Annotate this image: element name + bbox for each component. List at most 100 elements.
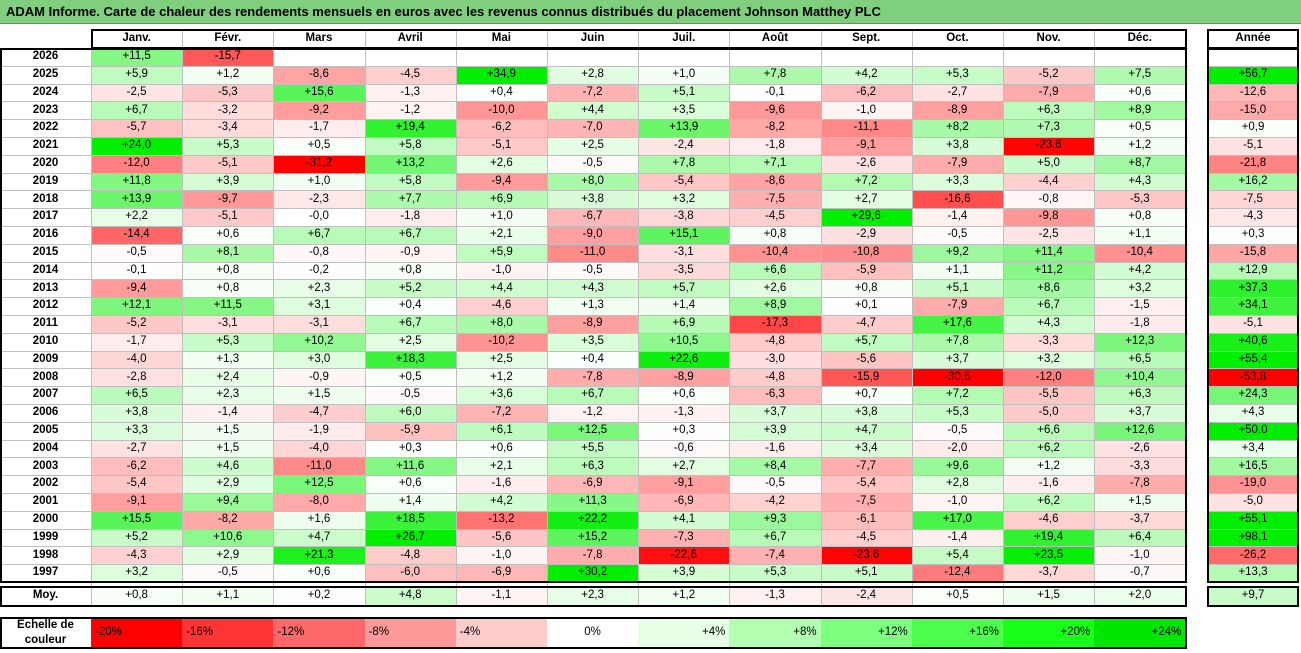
heatmap-cell: -5,9 [820, 261, 912, 280]
color-scale-label-line1: Echelle de [17, 619, 74, 631]
heatmap-cell: -2,6 [1094, 439, 1186, 458]
grid-line [1207, 297, 1299, 299]
heatmap-cell: -10,4 [729, 243, 821, 262]
heatmap-cell [455, 48, 547, 66]
heatmap-cell: +30,2 [547, 564, 639, 582]
heatmap-cell: +6,3 [1094, 386, 1186, 404]
grid-line [1207, 101, 1299, 103]
heatmap-cell: +11,4 [1003, 243, 1095, 262]
heatmap-cell: +2,2 [91, 208, 183, 226]
color-scale-swatch: -12% [273, 617, 365, 649]
heatmap-cell: +10,6 [182, 528, 274, 547]
year-label: 2018 [32, 192, 59, 205]
heatmap-cell: -4,7 [273, 404, 365, 422]
heatmap-cell: -4,5 [820, 528, 912, 547]
grid-line [455, 29, 457, 606]
month-header: Sept. [852, 31, 881, 44]
heatmap-cell: +6,5 [91, 386, 183, 404]
heatmap-cell: +11,6 [364, 457, 456, 476]
grid-line [1207, 386, 1299, 388]
heatmap-cell: -1,0 [820, 101, 912, 120]
heatmap-cell: +6,7 [547, 386, 639, 404]
heatmap-cell: +2,8 [547, 65, 639, 84]
heatmap-cell: -6,9 [638, 493, 730, 511]
heatmap-cell: -10,4 [1094, 243, 1186, 262]
heatmap-cell: +11,3 [547, 493, 639, 511]
heatmap-cell: +0,6 [638, 386, 730, 404]
average-cell: -2,4 [820, 586, 912, 606]
heatmap-cell: -3,7 [1094, 510, 1186, 529]
year-label: 1998 [32, 548, 59, 561]
annual-cell: +0,3 [1207, 226, 1299, 244]
heatmap-cell: +10,5 [638, 332, 730, 351]
grid-line [1207, 119, 1299, 121]
grid-line [364, 29, 366, 606]
heatmap-cell: +1,2 [455, 368, 547, 387]
grid-line [1207, 48, 1299, 49]
month-header: Janv. [122, 31, 151, 44]
heatmap-cell: +6,5 [1094, 350, 1186, 369]
heatmap-cell: +12,1 [91, 297, 183, 315]
month-header: Avril [397, 31, 423, 44]
heatmap-cell: -0,5 [182, 564, 274, 582]
grid-line [1207, 457, 1299, 459]
year-label: 2002 [32, 477, 59, 490]
heatmap-cell: +7,1 [729, 154, 821, 173]
heatmap-cell: -2,5 [91, 83, 183, 102]
heatmap-cell: +0,5 [364, 368, 456, 387]
grid-line [1207, 332, 1299, 334]
heatmap-cell: +5,5 [547, 439, 639, 458]
grid-line [273, 29, 275, 606]
annual-cell: -26,2 [1207, 546, 1299, 565]
heatmap-cell: -9,1 [638, 475, 730, 493]
heatmap-cell: -14,4 [91, 226, 183, 244]
heatmap-cell: -3,3 [1003, 332, 1095, 351]
heatmap-cell: +3,2 [638, 190, 730, 209]
heatmap-cell: -9,1 [91, 493, 183, 511]
heatmap-cell: -2,6 [820, 154, 912, 173]
heatmap-cell: +5,7 [638, 279, 730, 298]
annual-cell: +12,9 [1207, 261, 1299, 280]
year-label: 2008 [32, 370, 59, 383]
year-label: 2019 [32, 174, 59, 187]
annual-cell: +3,4 [1207, 439, 1299, 458]
heatmap-cell: +0,7 [820, 386, 912, 404]
heatmap-cell: +1,4 [364, 493, 456, 511]
average-cell: +1,2 [638, 586, 730, 606]
heatmap-cell: +3,8 [547, 190, 639, 209]
heatmap-cell: +7,2 [911, 386, 1003, 404]
grid-line [0, 297, 1188, 299]
heatmap-cell: +0,6 [273, 564, 365, 582]
heatmap-cell: -6,9 [547, 475, 639, 493]
heatmap-cell: +11,2 [1003, 261, 1095, 280]
heatmap-cell: +12,5 [547, 421, 639, 440]
year-label: 2014 [32, 263, 59, 276]
heatmap-cell: +22,6 [638, 350, 730, 369]
average-cell: +0,8 [91, 586, 183, 606]
grid-line [0, 564, 1188, 566]
heatmap-cell: -0,5 [364, 386, 456, 404]
heatmap-cell [547, 48, 639, 66]
heatmap-cell: +13,2 [364, 154, 456, 173]
heatmap-cell: +1,5 [1094, 493, 1186, 511]
color-scale-swatch: -16% [182, 617, 274, 649]
heatmap-cell: +0,8 [729, 226, 821, 244]
heatmap-cell: +2,1 [455, 226, 547, 244]
heatmap-cell: -0,5 [91, 243, 183, 262]
heatmap-cell: +0,3 [364, 439, 456, 458]
heatmap-cell: -2,4 [638, 137, 730, 155]
heatmap-cell: -0,5 [911, 226, 1003, 244]
heatmap-cell: -6,2 [820, 83, 912, 102]
heatmap-cell: +5,3 [729, 564, 821, 582]
heatmap-cell: +5,7 [820, 332, 912, 351]
grid-line [1207, 510, 1299, 512]
heatmap-cell: -9,7 [182, 190, 274, 209]
heatmap-cell: +19,4 [364, 119, 456, 137]
heatmap-cell: +0,8 [364, 261, 456, 280]
heatmap-cell: -3,8 [638, 208, 730, 226]
heatmap-cell: +2,9 [182, 546, 274, 565]
heatmap-cell: +0,6 [182, 226, 274, 244]
heatmap-cell: +5,9 [91, 65, 183, 84]
annual-cell: -21,8 [1207, 154, 1299, 173]
heatmap-cell: -8,9 [638, 368, 730, 387]
